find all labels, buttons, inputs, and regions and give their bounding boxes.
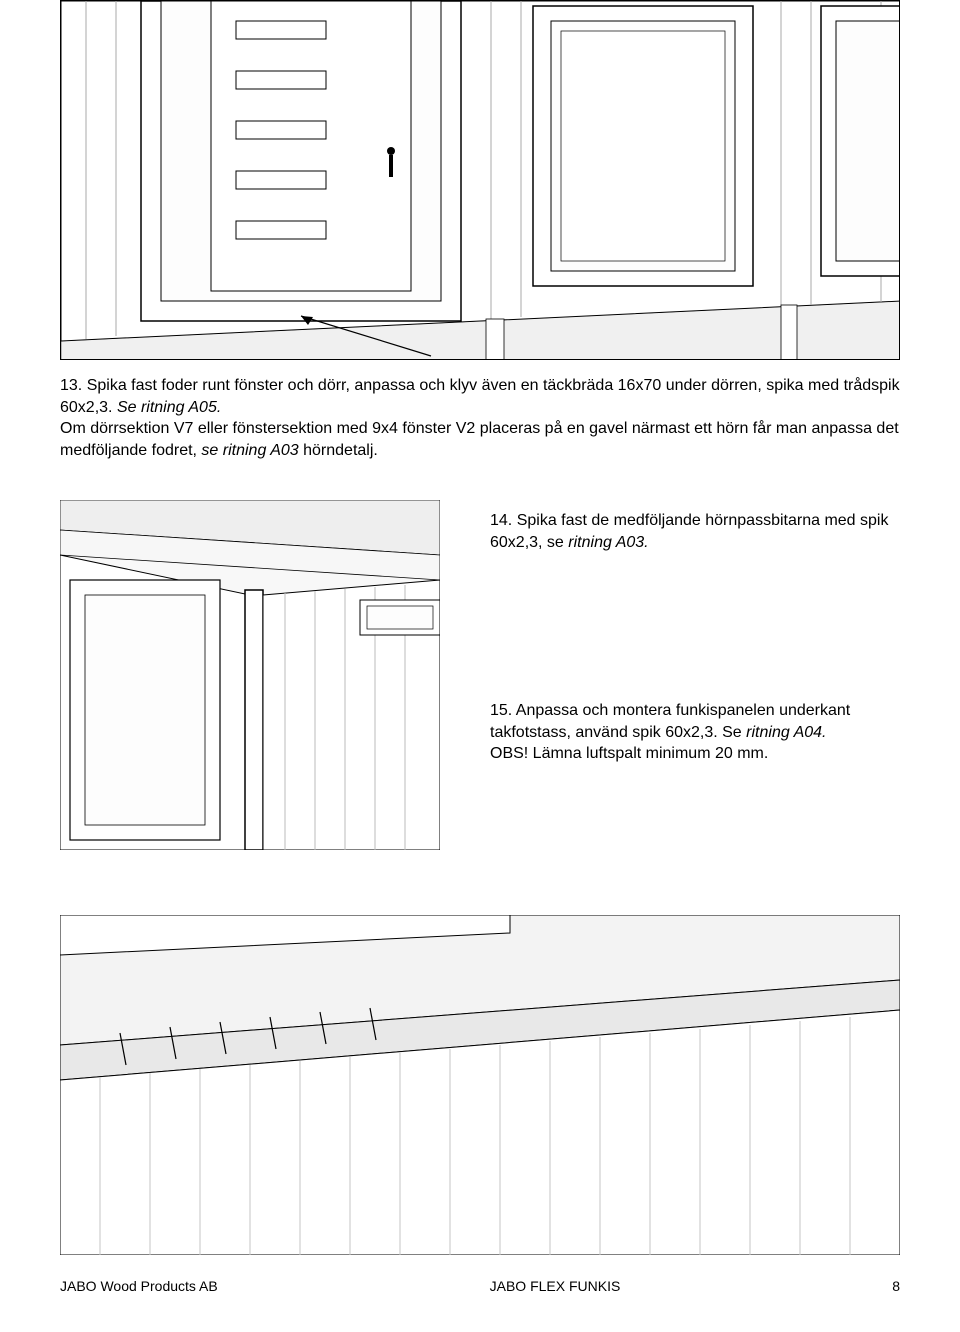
step-13b-ref: se ritning A03 xyxy=(201,442,298,459)
illustration-facade-door-windows xyxy=(61,1,900,360)
figure-step-14 xyxy=(60,500,440,850)
step-14-text: 14. Spika fast de medföljande hörnpassbi… xyxy=(490,510,890,553)
footer-center: JABO FLEX FUNKIS xyxy=(490,1278,621,1294)
page-footer: JABO Wood Products AB JABO FLEX FUNKIS 8 xyxy=(60,1278,900,1294)
figure-step-15 xyxy=(60,915,900,1255)
step-14: 14. Spika fast de medföljande hörnpassbi… xyxy=(490,512,888,551)
footer-page: 8 xyxy=(892,1278,900,1294)
step-15a-ref: ritning A04. xyxy=(746,724,826,741)
step-13b-tail: hörndetalj. xyxy=(303,442,378,459)
footer-left: JABO Wood Products AB xyxy=(60,1278,218,1294)
step-15-text: 15. Anpassa och montera funkispanelen un… xyxy=(490,700,890,765)
figure-step-13 xyxy=(60,0,900,360)
step-13a-ref: Se ritning A05. xyxy=(117,399,221,416)
step-14-ref: ritning A03. xyxy=(568,534,648,551)
step-13b: Om dörrsektion V7 eller fönstersektion m… xyxy=(60,420,899,459)
step-15b: OBS! Lämna luftspalt minimum 20 mm. xyxy=(490,745,768,762)
step-13-text: 13. Spika fast foder runt fönster och dö… xyxy=(60,375,900,461)
illustration-soffit-underside xyxy=(60,915,900,1255)
illustration-corner-detail xyxy=(60,500,440,850)
